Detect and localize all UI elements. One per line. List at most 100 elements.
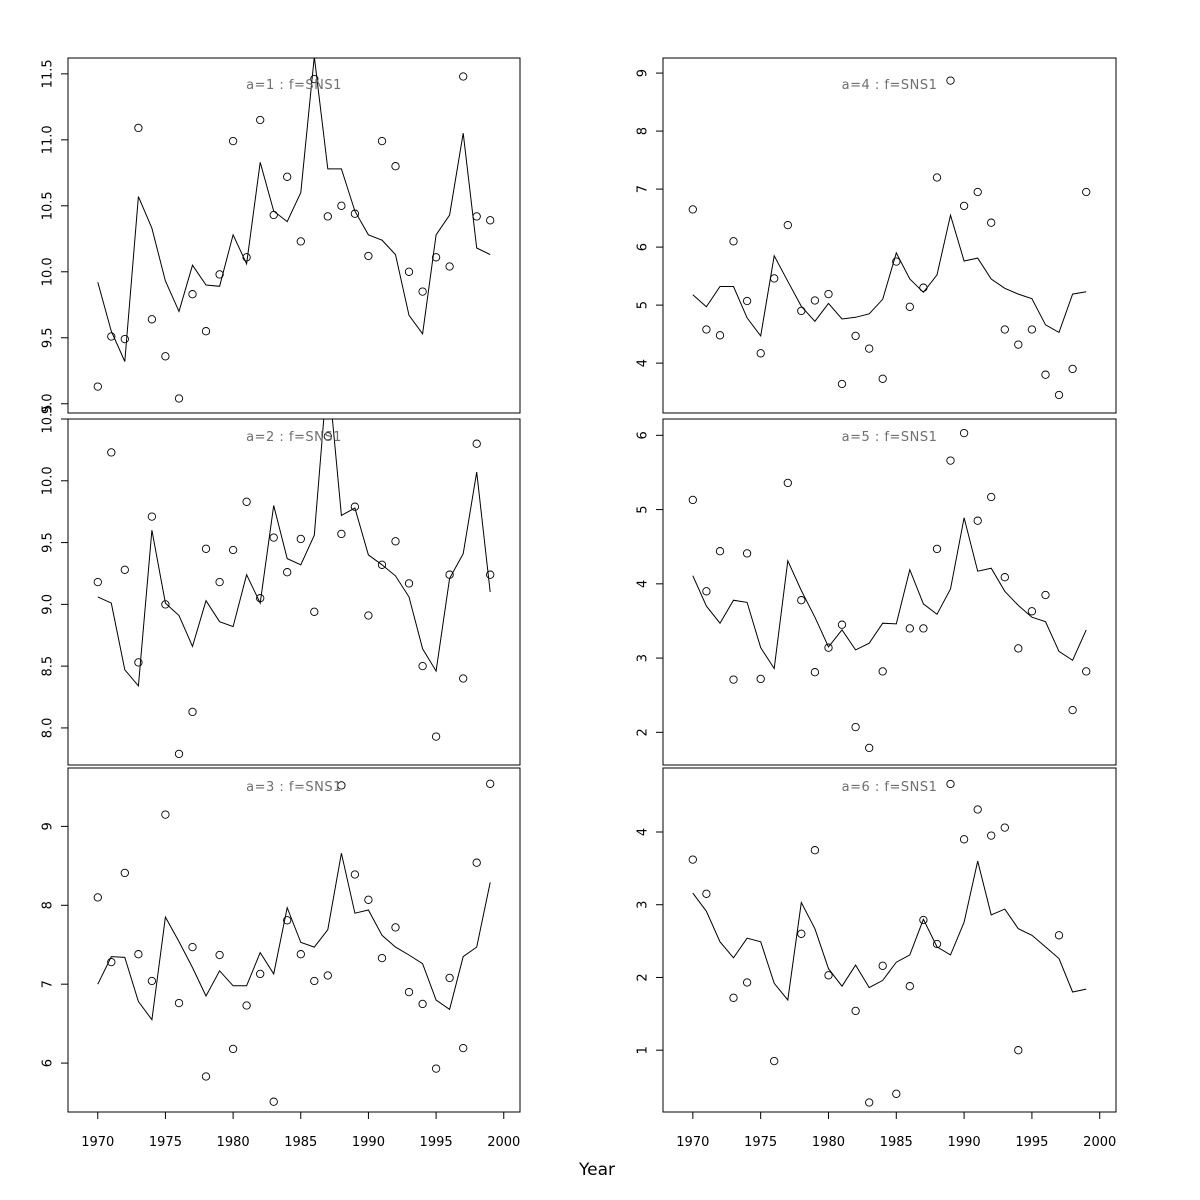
data-point xyxy=(323,212,332,221)
y-tick-label: 2 xyxy=(636,973,651,981)
x-axis-title: Year xyxy=(579,1160,615,1180)
data-point xyxy=(878,374,887,383)
data-point xyxy=(892,257,901,266)
data-points xyxy=(688,76,1091,400)
data-point xyxy=(905,624,914,633)
panel-box xyxy=(67,57,521,414)
data-points xyxy=(688,428,1091,753)
y-tick-label: 5 xyxy=(636,505,651,513)
data-point xyxy=(269,533,278,542)
data-point xyxy=(431,732,441,741)
data-point xyxy=(134,658,143,667)
data-point xyxy=(486,216,495,225)
y-tick-label: 4 xyxy=(636,580,651,588)
data-point xyxy=(932,173,942,182)
data-point xyxy=(1054,390,1064,400)
data-point xyxy=(1014,644,1023,653)
data-point xyxy=(1082,667,1091,676)
fit-line xyxy=(692,213,1087,338)
x-tick-label: 1995 xyxy=(420,1135,453,1150)
y-tick-label: 2 xyxy=(636,728,651,736)
data-point xyxy=(959,428,969,438)
data-point xyxy=(215,577,224,587)
data-point xyxy=(337,201,346,210)
data-point xyxy=(256,969,265,979)
data-point xyxy=(472,212,481,221)
y-tick-label: 6 xyxy=(636,243,651,251)
y-tick-label: 9 xyxy=(636,69,651,77)
data-point xyxy=(147,976,157,986)
y-tick-label: 8 xyxy=(636,127,651,135)
data-point xyxy=(364,895,373,904)
data-point xyxy=(283,568,292,577)
data-point xyxy=(269,1097,278,1106)
data-point xyxy=(283,172,292,181)
data-point xyxy=(865,344,874,353)
data-point xyxy=(120,868,129,878)
data-point xyxy=(729,237,738,246)
data-point xyxy=(147,315,157,324)
data-point xyxy=(797,929,806,938)
data-point xyxy=(459,674,468,683)
data-point xyxy=(472,439,481,448)
data-point xyxy=(377,560,387,569)
data-point xyxy=(472,858,481,867)
y-tick-label: 9 xyxy=(41,822,56,830)
data-points xyxy=(93,779,495,1106)
x-tick-label: 1990 xyxy=(948,1135,981,1150)
data-point xyxy=(851,1006,860,1016)
data-point xyxy=(459,72,468,81)
data-point xyxy=(837,379,847,389)
data-point xyxy=(973,805,982,814)
panel-a3: 6 7 8 9 1970 1975 1980 1985 1990 1995 2000 a=3 : f=… xyxy=(41,767,521,1150)
data-point xyxy=(851,722,860,732)
data-point xyxy=(486,570,495,579)
data-point xyxy=(1000,823,1009,832)
x-tick-label: 1980 xyxy=(217,1135,250,1150)
data-point xyxy=(702,325,711,334)
fit-line xyxy=(692,860,1087,1002)
data-point xyxy=(810,846,820,855)
data-point xyxy=(1068,364,1077,374)
data-point xyxy=(742,549,752,558)
data-point xyxy=(1014,340,1023,349)
data-point xyxy=(851,331,860,341)
x-tick-label: 1980 xyxy=(812,1135,845,1150)
data-point xyxy=(756,674,765,684)
panel-a5: 2 3 4 5 6 a=5 : f=SNS1 xyxy=(636,418,1117,766)
panel-a6: 1 2 3 4 1970 1975 1980 1985 1990 1995 2000 a=6 : f=… xyxy=(636,767,1117,1150)
data-point xyxy=(418,661,427,671)
data-point xyxy=(120,334,129,344)
data-point xyxy=(93,382,102,391)
panel-box xyxy=(662,767,1117,1113)
data-point xyxy=(702,889,711,898)
data-point xyxy=(107,448,116,457)
y-tick-label: 4 xyxy=(636,359,651,367)
data-point xyxy=(919,283,928,292)
panel-title: a=5 : f=SNS1 xyxy=(842,430,938,445)
data-point xyxy=(715,547,725,556)
data-point xyxy=(810,296,820,305)
x-tick-label: 2000 xyxy=(1083,1135,1116,1150)
data-point xyxy=(878,961,887,970)
fit-line xyxy=(692,517,1087,670)
data-point xyxy=(228,136,238,146)
panel-title: a=2 : f=SNS1 xyxy=(246,430,342,445)
data-point xyxy=(107,332,116,341)
data-points xyxy=(688,779,1064,1107)
data-point xyxy=(161,600,170,609)
data-point xyxy=(310,607,319,616)
y-tick-label: 3 xyxy=(636,654,651,662)
y-tick-label: 4 xyxy=(636,828,651,836)
data-point xyxy=(174,394,184,403)
data-point xyxy=(1082,187,1091,197)
data-point xyxy=(729,675,738,684)
panel-box xyxy=(67,767,521,1113)
data-point xyxy=(932,939,942,949)
data-point xyxy=(837,620,847,629)
data-point xyxy=(93,577,102,587)
y-tick-label: 9.5 xyxy=(41,532,56,553)
data-point xyxy=(973,516,982,525)
data-point xyxy=(242,253,251,262)
data-point xyxy=(715,331,725,340)
